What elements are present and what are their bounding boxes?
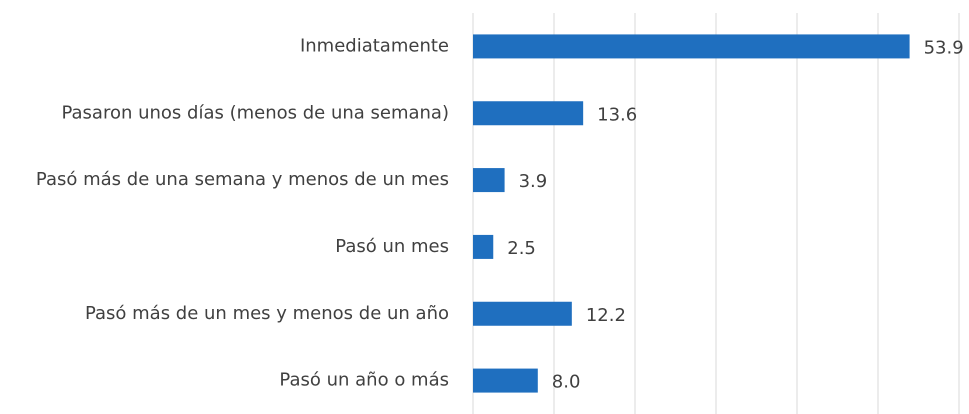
bar bbox=[473, 368, 538, 393]
category-label: Inmediatamente bbox=[300, 35, 449, 56]
bar bbox=[473, 301, 572, 326]
category-label: Pasó un año o más bbox=[279, 370, 449, 391]
category-label: Pasó más de un mes y menos de un año bbox=[85, 303, 449, 324]
category-label: Pasó más de una semana y menos de un mes bbox=[36, 169, 449, 190]
bar bbox=[473, 168, 505, 193]
value-label: 13.6 bbox=[597, 104, 637, 125]
category-label: Pasó un mes bbox=[335, 236, 449, 257]
value-label: 2.5 bbox=[507, 238, 536, 259]
value-label: 3.9 bbox=[519, 171, 548, 192]
value-label: 53.9 bbox=[924, 37, 964, 58]
bar bbox=[473, 234, 494, 259]
category-label: Pasaron unos días (menos de una semana) bbox=[61, 102, 449, 123]
bar bbox=[473, 34, 910, 59]
bar bbox=[473, 101, 584, 126]
value-label: 12.2 bbox=[586, 305, 626, 326]
value-label: 8.0 bbox=[552, 372, 581, 393]
